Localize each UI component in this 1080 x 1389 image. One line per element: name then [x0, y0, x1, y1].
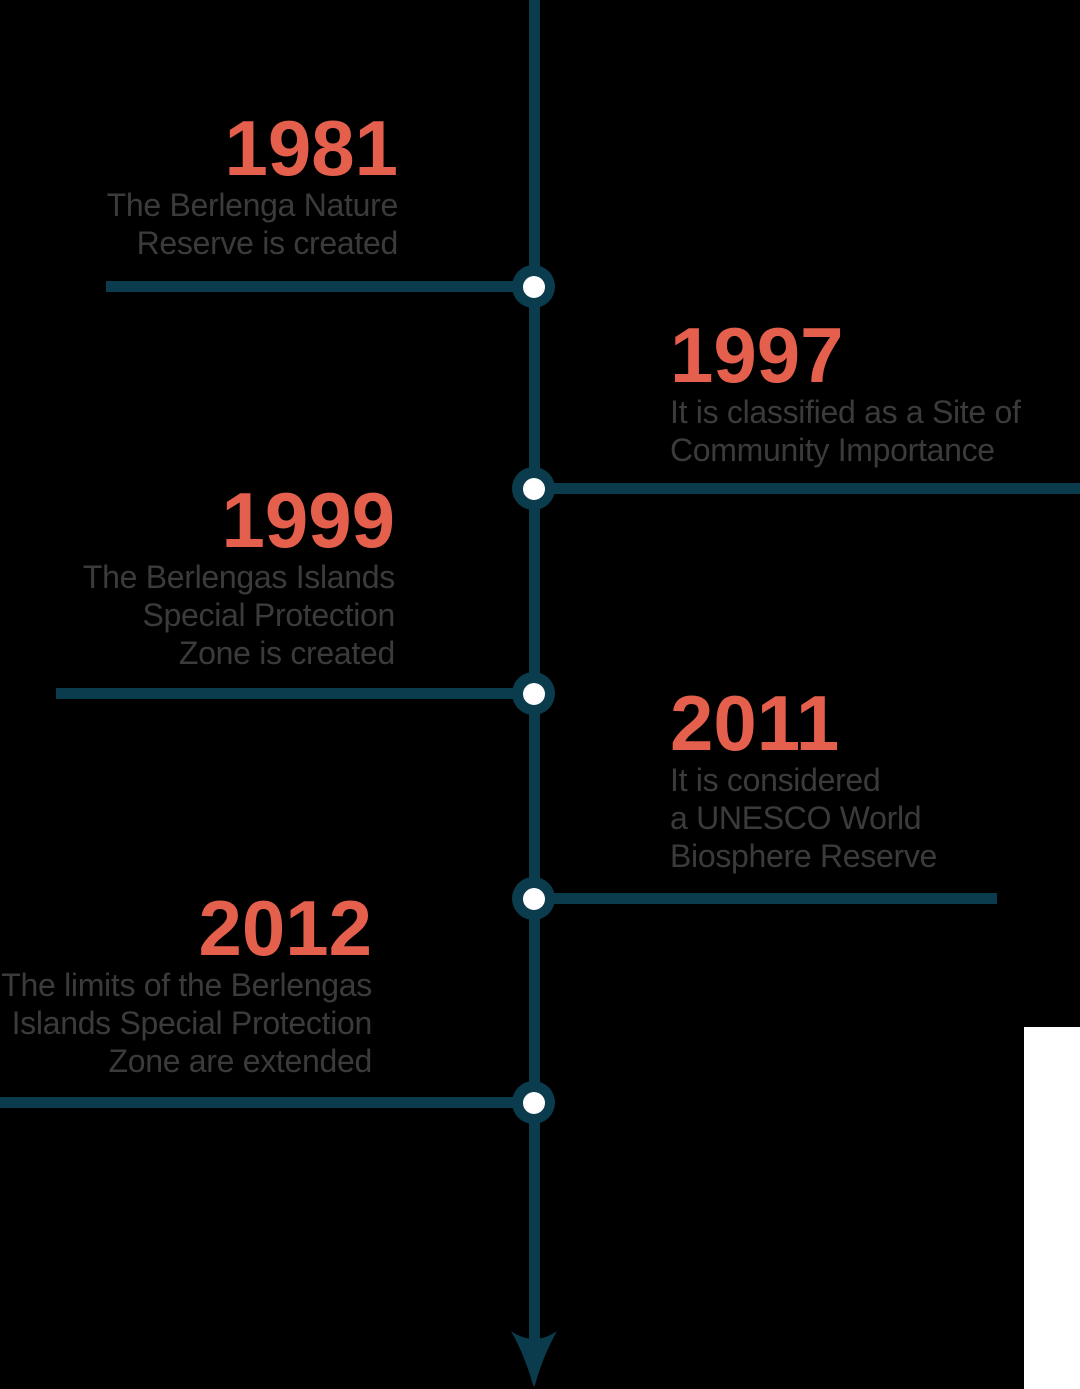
event-description: The Berlenga Nature Reserve is created [106, 186, 399, 262]
timeline-node-2011 [512, 877, 555, 920]
timeline-node-1997 [512, 467, 555, 510]
timeline-node-dot [522, 887, 545, 910]
event-description: It is considered a UNESCO World Biosphere … [670, 761, 937, 875]
timeline-node-dot [522, 275, 545, 298]
event-description-line: Reserve is created [136, 225, 399, 261]
year-label: 2012 [198, 884, 372, 972]
corner-background-patch [1024, 1027, 1080, 1389]
event-description-line: a UNESCO World [670, 800, 922, 836]
timeline-event-1999: 1999 The Berlengas Islands Special Protect… [83, 480, 395, 672]
event-description: The Berlengas Islands Special Protection Z… [83, 558, 395, 672]
timeline-node-dot [522, 682, 545, 705]
timeline-branch-line-2011 [534, 893, 997, 904]
event-description-line: It is classified as a Site of [670, 394, 1021, 430]
timeline-event-1981: 1981 The Berlenga Nature Reserve is create… [106, 104, 399, 262]
timeline-node-dot [522, 1091, 545, 1114]
timeline-node-dot [522, 477, 545, 500]
timeline-branch-line-1997 [534, 483, 1080, 494]
event-description-line: The limits of the Berlengas [1, 967, 372, 1003]
event-description-line: The Berlenga Nature [106, 187, 399, 223]
year-label: 1997 [670, 311, 844, 399]
timeline-branch-line-1981 [106, 281, 534, 292]
timeline-node-1981 [512, 265, 555, 308]
year-label: 1981 [224, 104, 398, 192]
timeline-event-1997: 1997 It is classified as a Site of Communi… [670, 315, 1021, 469]
timeline-node-2012 [512, 1081, 555, 1124]
timeline-node-1999 [512, 672, 555, 715]
year-label: 2011 [670, 679, 840, 767]
event-description-line: Zone are extended [108, 1043, 372, 1079]
timeline-event-2012: 2012 The limits of the Berlengas Islands S… [1, 888, 372, 1080]
year-label: 1999 [221, 476, 395, 564]
event-description-line: Special Protection [142, 597, 395, 633]
timeline-branch-line-1999 [56, 688, 534, 699]
event-description-line: Islands Special Protection [11, 1005, 373, 1041]
event-description-line: Zone is created [178, 635, 395, 671]
event-description: The limits of the Berlengas Islands Speci… [1, 966, 372, 1080]
arrow-down-icon [511, 1331, 557, 1387]
event-description-line: The Berlengas Islands [82, 559, 395, 595]
event-description-line: Biosphere Reserve [670, 838, 938, 874]
timeline-branch-line-2012 [0, 1097, 534, 1108]
event-description-line: Community Importance [670, 432, 995, 468]
event-description-line: It is considered [670, 762, 881, 798]
timeline-event-2011: 2011 It is considered a UNESCO World Biosph… [670, 683, 937, 875]
event-description: It is classified as a Site of Community I… [670, 393, 1021, 469]
